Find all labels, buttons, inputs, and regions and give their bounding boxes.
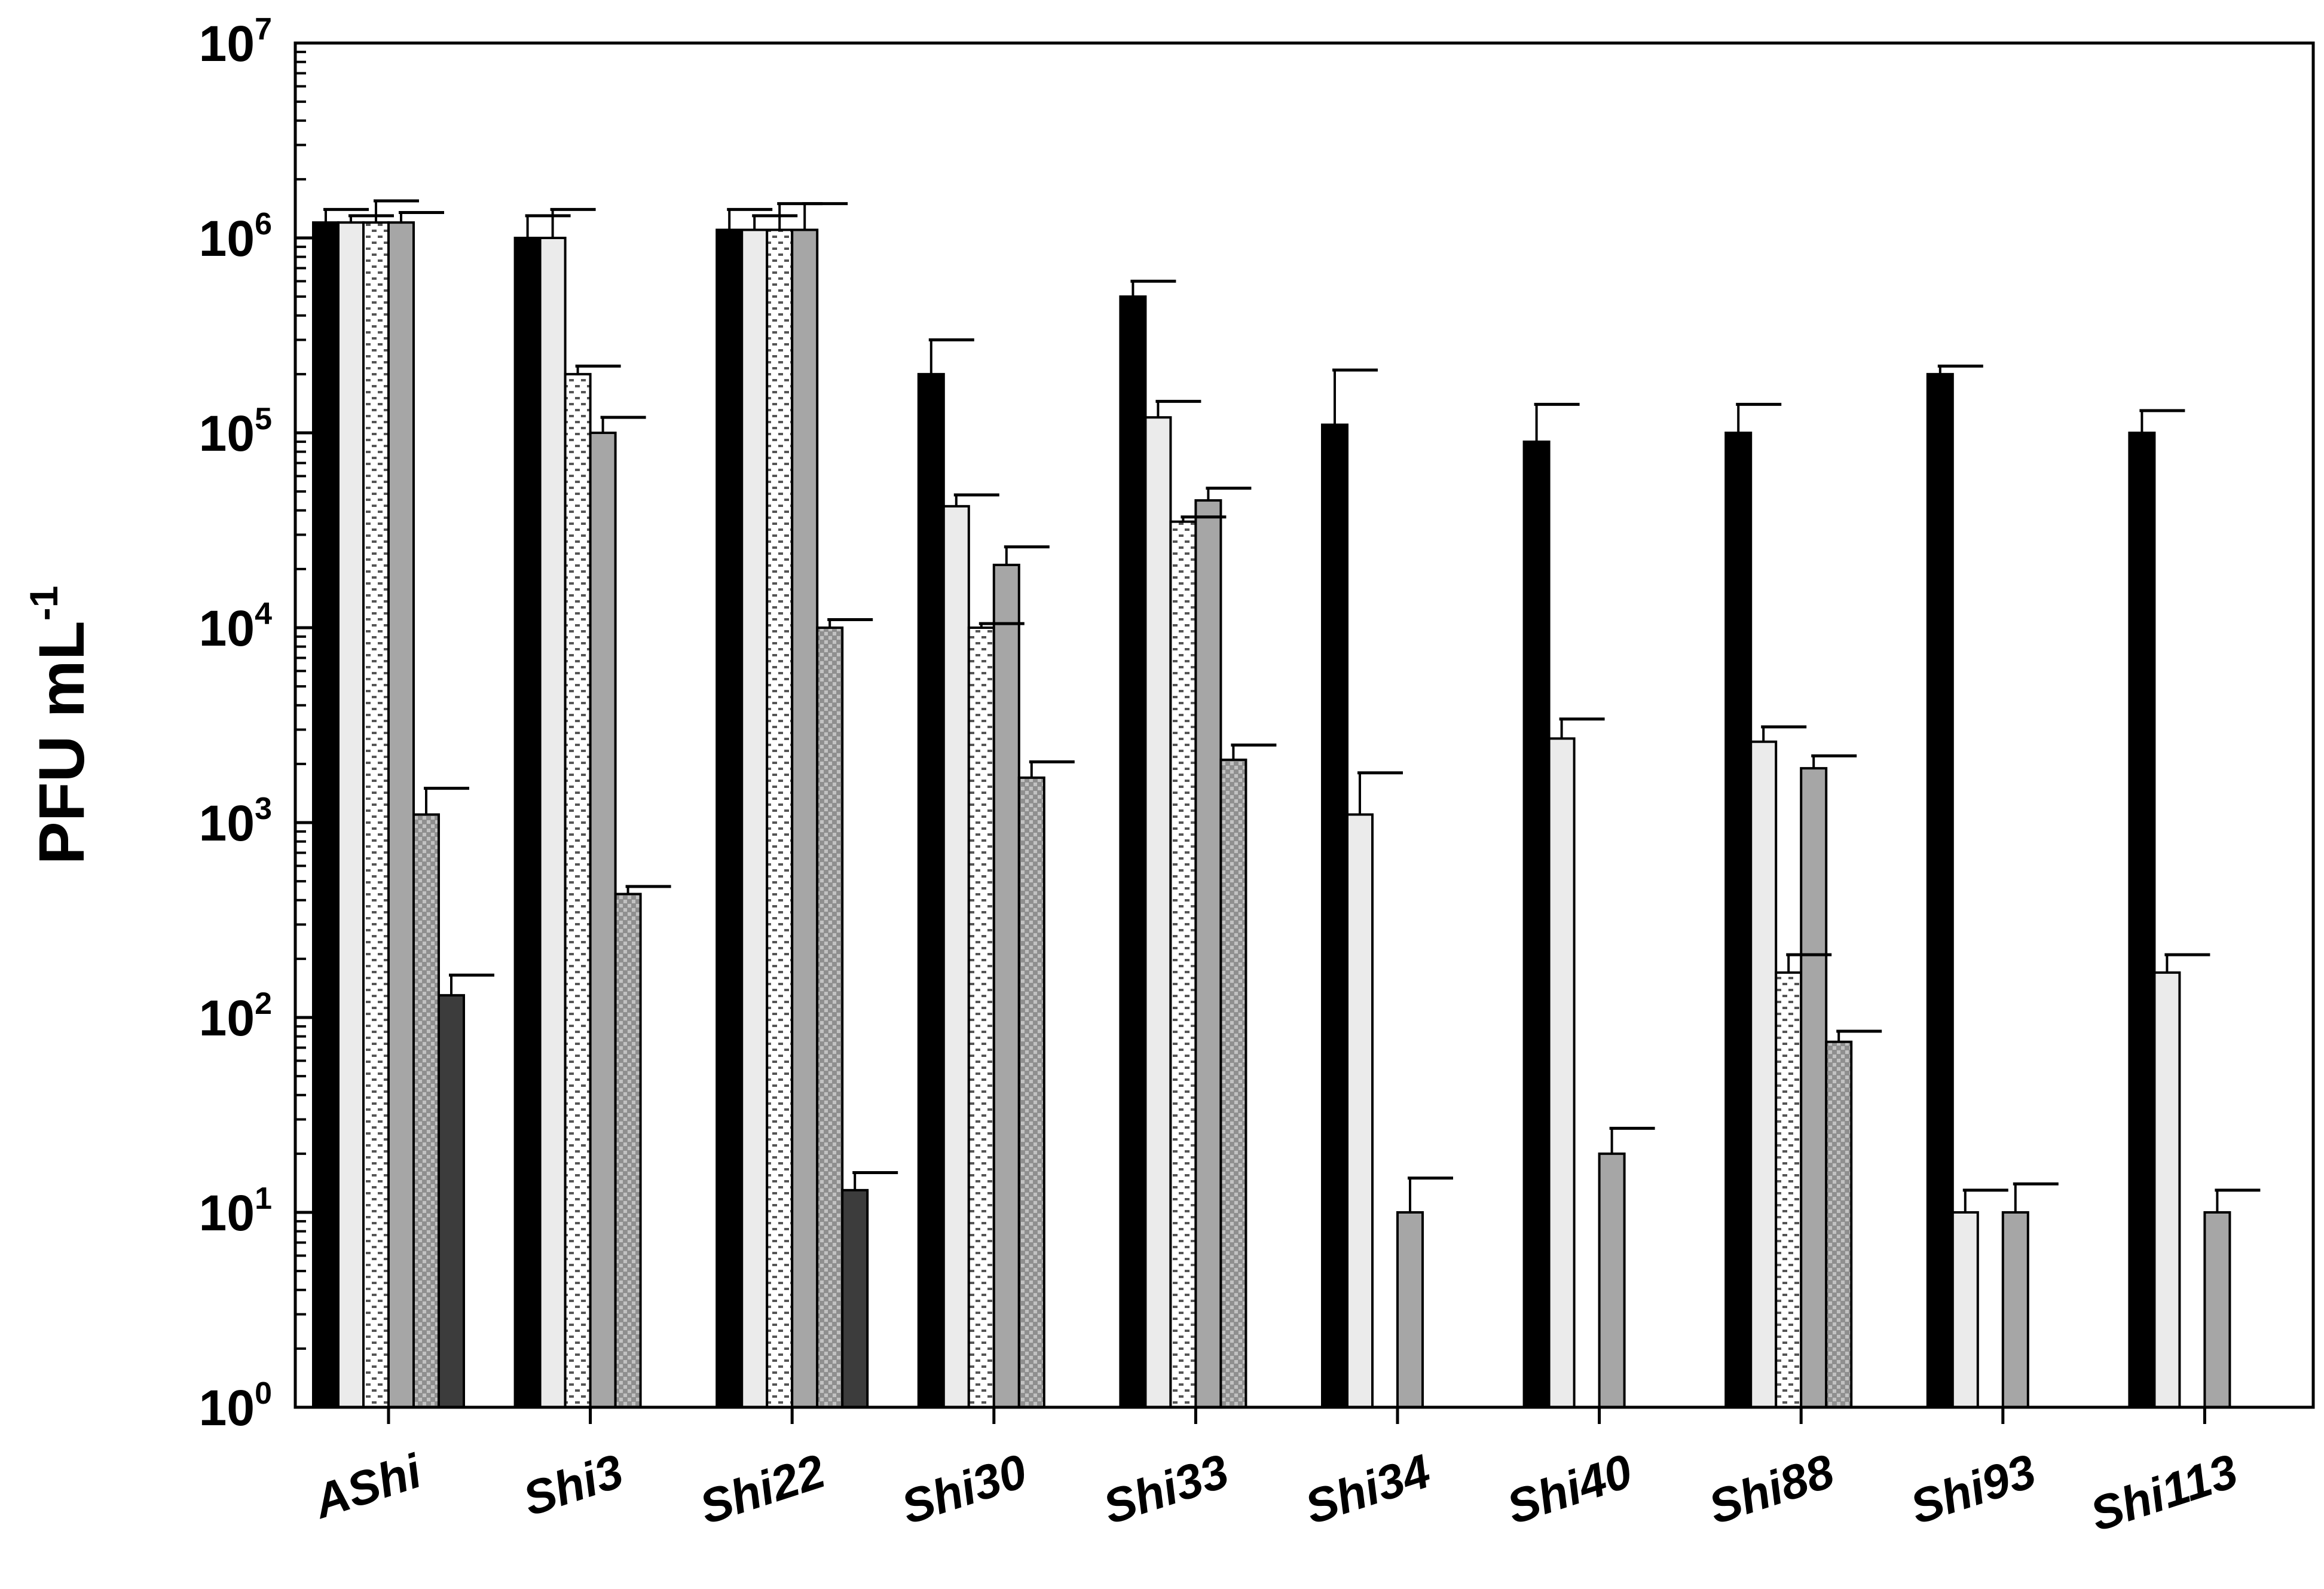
x-tick-label: Shi34 (1299, 1444, 1436, 1535)
bar (1017, 776, 1045, 1408)
bar (362, 221, 390, 1409)
bar (614, 893, 642, 1408)
bar (1750, 740, 1778, 1408)
bar (1926, 372, 1954, 1408)
x-tick-label: AShi (307, 1444, 429, 1529)
x-labels-layer: AShi Shi3 Shi22 Shi30 Shi33 Shi34 Shi40 Shi88 Sh… (307, 1444, 2244, 1541)
bar (1321, 423, 1348, 1408)
y-tick-label: 107 (199, 12, 272, 72)
x-tick-label: Shi113 (2084, 1444, 2243, 1542)
axes-layer (293, 41, 2315, 1409)
bar (2001, 1211, 2029, 1408)
x-tick-label: Shi88 (1702, 1444, 1840, 1534)
bar (1169, 520, 1197, 1408)
bar (1825, 1040, 1853, 1408)
y-ticks-layer: 100 101 102 103 104 105 106 107 (199, 12, 2206, 1436)
x-tick-label: Shi22 (693, 1444, 831, 1535)
bar (539, 237, 567, 1408)
bar (942, 505, 970, 1409)
bar (2128, 432, 2156, 1408)
bar (917, 372, 945, 1408)
bar (564, 372, 592, 1408)
bar (337, 221, 365, 1409)
bar (816, 627, 844, 1408)
bar (1951, 1211, 1979, 1408)
bar (1144, 416, 1172, 1408)
bar (1548, 737, 1576, 1408)
bar (412, 813, 440, 1408)
bar (1346, 813, 1374, 1408)
bar (312, 221, 340, 1409)
bar (513, 237, 542, 1408)
bar (387, 221, 415, 1409)
bar (2203, 1211, 2231, 1408)
y-tick-label: 103 (199, 792, 272, 851)
bar (1219, 758, 1247, 1408)
y-tick-label: 105 (199, 402, 272, 462)
bar (741, 228, 769, 1408)
bar (992, 563, 1020, 1408)
bar (1119, 295, 1147, 1409)
bar (1800, 767, 1828, 1408)
bar (1598, 1152, 1626, 1409)
bar (791, 228, 819, 1408)
x-tick-label: Shi93 (1904, 1444, 2042, 1535)
bar (589, 432, 617, 1408)
y-tick-label: 106 (199, 207, 272, 267)
x-tick-label: Shi3 (517, 1444, 629, 1526)
error-bars-layer (323, 199, 2261, 1212)
y-tick-label: 100 (199, 1376, 272, 1436)
y-tick-label: 102 (199, 986, 272, 1046)
bar (967, 627, 995, 1408)
bar (1724, 432, 1753, 1408)
plot-frame (293, 41, 2315, 1409)
y-tick-label: 101 (199, 1181, 272, 1241)
bar (2153, 971, 2181, 1408)
bar (1522, 440, 1551, 1408)
y-tick-label: 104 (199, 597, 272, 656)
x-tick-label: Shi40 (1500, 1444, 1638, 1535)
y-axis-title: PFU mL-1 (22, 586, 97, 865)
bar (766, 228, 794, 1408)
bar (841, 1188, 869, 1409)
x-tick-label: Shi33 (1097, 1444, 1234, 1535)
bar (1775, 971, 1803, 1408)
bar (715, 228, 744, 1408)
bar (438, 994, 465, 1408)
bar (1194, 499, 1222, 1408)
bars-layer (312, 221, 2231, 1409)
x-tick-label: Shi30 (895, 1444, 1033, 1535)
bar (1396, 1211, 1424, 1408)
